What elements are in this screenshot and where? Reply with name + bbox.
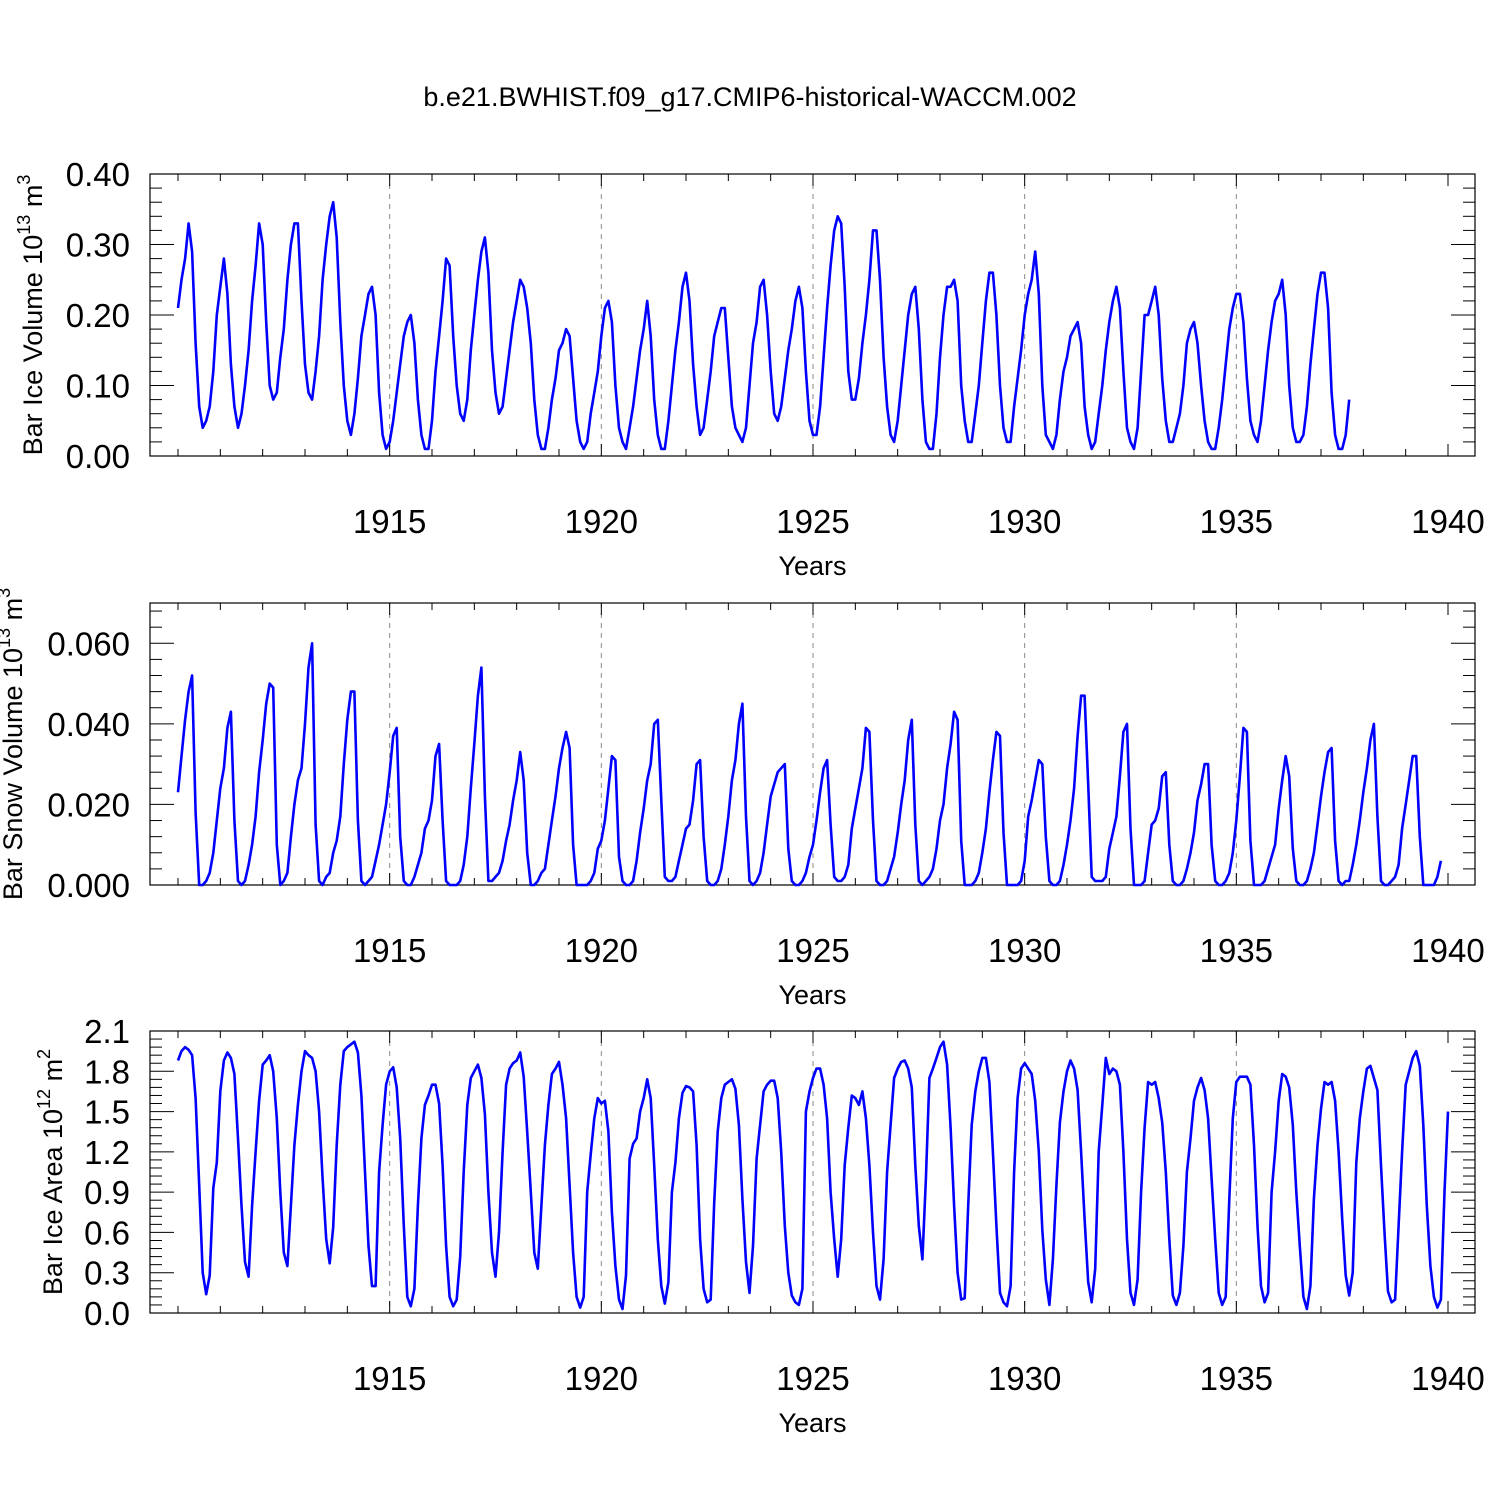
panel1-x-tick-label: 1940 <box>1411 503 1484 540</box>
panel3-y-tick-label: 1.8 <box>84 1053 130 1090</box>
panel2-y-tick-label: 0.000 <box>47 867 130 904</box>
panel1-y-axis-title: Bar Ice Volume 1013 m3 <box>14 175 48 456</box>
panel2-x-tick-label: 1920 <box>565 932 638 969</box>
panel2-x-axis-title: Years <box>778 980 846 1010</box>
panel3-x-axis-title: Years <box>778 1408 846 1438</box>
panel2-x-tick-label: 1925 <box>776 932 849 969</box>
panel2-series-line-1 <box>176 641 1443 887</box>
panel1-y-tick-label: 0.30 <box>66 227 130 264</box>
panel3-y-tick-label: 2.1 <box>84 1013 130 1050</box>
page-title: b.e21.BWHIST.f09_g17.CMIP6-historical-WA… <box>423 82 1077 112</box>
panel3-y-tick-label: 1.5 <box>84 1094 130 1131</box>
panel3-x-tick-label: 1940 <box>1411 1360 1484 1397</box>
panel1-x-tick-label: 1920 <box>565 503 638 540</box>
panel2-y-tick-label: 0.040 <box>47 706 130 743</box>
panel3-x-tick-label: 1920 <box>565 1360 638 1397</box>
panel2-x-tick-label: 1940 <box>1411 932 1484 969</box>
panel1-y-tick-label: 0.20 <box>66 297 130 334</box>
panel3-y-tick-label: 1.2 <box>84 1134 130 1171</box>
panel3-x-tick-label: 1930 <box>988 1360 1061 1397</box>
panel3-y-tick-label: 0.0 <box>84 1295 130 1332</box>
panel2-y-tick-label: 0.060 <box>47 625 130 662</box>
panel1-series-line-1 <box>176 200 1351 451</box>
panel3-y-tick-label: 0.3 <box>84 1255 130 1292</box>
panel1-x-axis-title: Years <box>778 551 846 581</box>
panel2-y-tick-label: 0.020 <box>47 786 130 823</box>
panel1-x-tick-label: 1925 <box>776 503 849 540</box>
panel2-y-axis-title: Bar Snow Volume 1013 m3 <box>0 588 28 900</box>
panel1-y-tick-label: 0.40 <box>66 156 130 193</box>
panel2-x-tick-label: 1915 <box>353 932 426 969</box>
panel1-y-tick-label: 0.00 <box>66 438 130 475</box>
panel1-x-tick-label: 1935 <box>1200 503 1273 540</box>
panel1-y-tick-label: 0.10 <box>66 368 130 405</box>
panel3-x-tick-label: 1935 <box>1200 1360 1273 1397</box>
panel3-y-tick-label: 0.6 <box>84 1214 130 1251</box>
panel3-x-tick-label: 1925 <box>776 1360 849 1397</box>
panel3-series-line-1 <box>176 1040 1450 1311</box>
panel1-x-tick-label: 1930 <box>988 503 1061 540</box>
panel3-y-axis-title: Bar Ice Area 1012 m2 <box>34 1049 68 1295</box>
panel3-y-tick-label: 0.9 <box>84 1174 130 1211</box>
panel3-x-tick-label: 1915 <box>353 1360 426 1397</box>
panel1-x-tick-label: 1915 <box>353 503 426 540</box>
panel2-x-tick-label: 1935 <box>1200 932 1273 969</box>
panel2-x-tick-label: 1930 <box>988 932 1061 969</box>
